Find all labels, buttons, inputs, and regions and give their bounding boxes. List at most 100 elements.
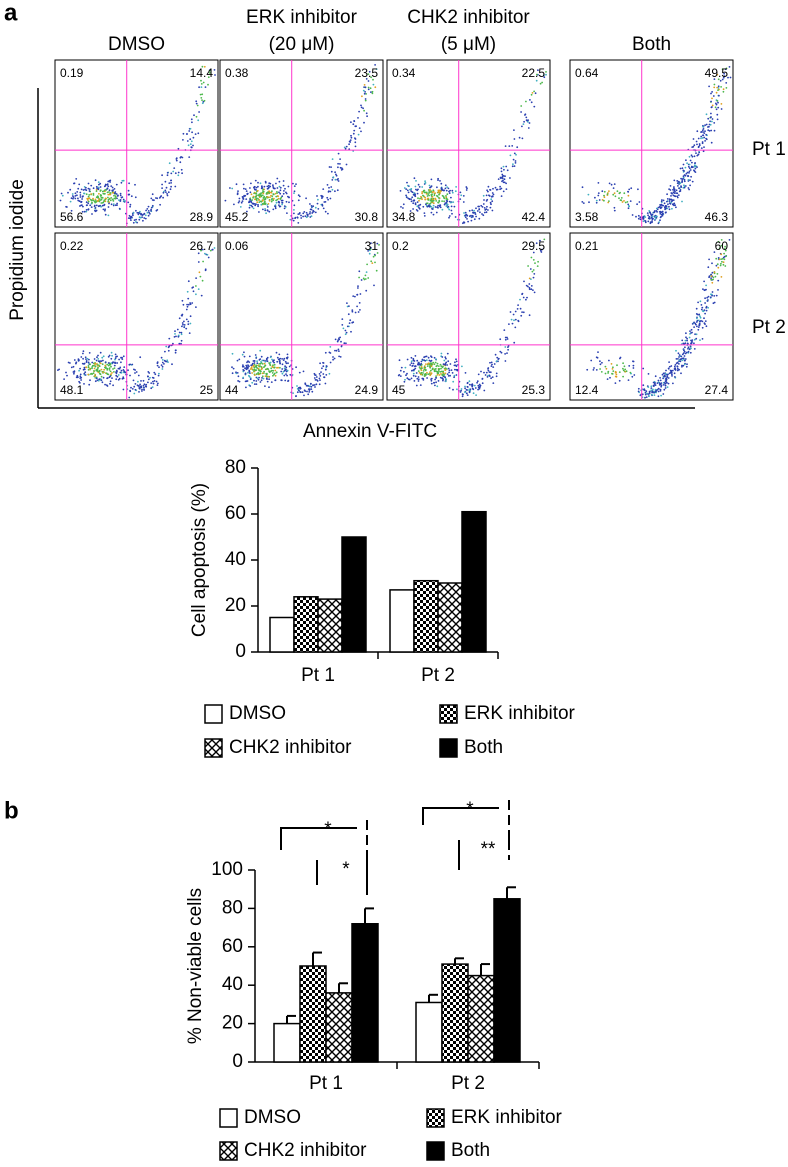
event-dot <box>109 181 111 183</box>
event-dot <box>718 85 720 87</box>
event-dot <box>655 218 657 220</box>
event-dot <box>88 384 90 386</box>
event-dot <box>533 106 535 108</box>
event-dot <box>443 363 445 365</box>
event-dot <box>268 378 270 380</box>
event-dot <box>243 184 245 186</box>
event-dot <box>615 372 617 374</box>
quadrant-value: 3.58 <box>575 210 599 224</box>
event-dot <box>77 188 79 190</box>
event-dot <box>723 261 725 263</box>
event-dot <box>373 256 375 258</box>
event-dot <box>104 186 106 188</box>
event-dot <box>545 71 547 73</box>
event-dot <box>288 186 290 188</box>
event-dot <box>111 355 113 357</box>
event-dot <box>693 169 695 171</box>
event-dot <box>162 359 164 361</box>
event-dot <box>662 374 664 376</box>
event-dot <box>309 211 311 213</box>
event-dot <box>482 382 484 384</box>
event-dot <box>468 389 470 391</box>
event-dot <box>505 145 507 147</box>
event-dot <box>442 367 444 369</box>
event-dot <box>712 279 714 281</box>
event-dot <box>262 200 264 202</box>
event-dot <box>479 388 481 390</box>
event-dot <box>90 193 92 195</box>
event-dot <box>429 206 431 208</box>
event-dot <box>200 97 202 99</box>
event-dot <box>433 382 435 384</box>
event-dot <box>689 330 691 332</box>
event-dot <box>422 372 424 374</box>
event-dot <box>254 189 256 191</box>
event-dot <box>638 391 640 393</box>
event-dot <box>86 201 88 203</box>
bar <box>300 966 326 1062</box>
event-dot <box>95 207 97 209</box>
event-dot <box>188 304 190 306</box>
event-dot <box>448 368 450 370</box>
event-dot <box>229 187 231 189</box>
event-dot <box>110 366 112 368</box>
event-dot <box>358 270 360 272</box>
event-dot <box>147 376 149 378</box>
event-dot <box>181 169 183 171</box>
event-dot <box>677 185 679 187</box>
event-dot <box>359 302 361 304</box>
event-dot <box>110 200 112 202</box>
event-dot <box>674 191 676 193</box>
event-dot <box>525 113 527 115</box>
event-dot <box>123 199 125 201</box>
event-dot <box>433 200 435 202</box>
event-dot <box>643 388 645 390</box>
event-dot <box>98 187 100 189</box>
event-dot <box>133 393 135 395</box>
event-dot <box>235 371 237 373</box>
event-dot <box>66 375 68 377</box>
event-dot <box>316 195 318 197</box>
quadrant-value: 27.4 <box>705 383 729 397</box>
event-dot <box>499 186 501 188</box>
event-dot <box>435 206 437 208</box>
event-dot <box>486 195 488 197</box>
event-dot <box>261 356 263 358</box>
event-dot <box>261 185 263 187</box>
event-dot <box>247 360 249 362</box>
event-dot <box>89 369 91 371</box>
event-dot <box>135 210 137 212</box>
event-dot <box>420 374 422 376</box>
event-dot <box>673 191 675 193</box>
event-dot <box>417 193 419 195</box>
event-dot <box>490 371 492 373</box>
event-dot <box>676 192 678 194</box>
event-dot <box>706 113 708 115</box>
event-dot <box>665 387 667 389</box>
event-dot <box>193 114 195 116</box>
event-dot <box>252 363 254 365</box>
quadrant-value: 31 <box>365 239 379 253</box>
y-axis-label: Cell apoptosis (%) <box>189 483 210 637</box>
event-dot <box>150 198 152 200</box>
event-dot <box>670 185 672 187</box>
event-dot <box>451 206 453 208</box>
event-dot <box>98 193 100 195</box>
event-dot <box>467 221 469 223</box>
event-dot <box>315 207 317 209</box>
event-dot <box>98 198 100 200</box>
quadrant-value: 45 <box>392 383 406 397</box>
event-dot <box>431 362 433 364</box>
event-dot <box>299 388 301 390</box>
event-dot <box>725 82 727 84</box>
event-dot <box>702 327 704 329</box>
event-dot <box>257 190 259 192</box>
event-dot <box>268 386 270 388</box>
event-dot <box>658 207 660 209</box>
event-dot <box>231 188 233 190</box>
event-dot <box>181 326 183 328</box>
event-dot <box>253 380 255 382</box>
event-dot <box>96 190 98 192</box>
event-dot <box>338 356 340 358</box>
event-dot <box>510 155 512 157</box>
